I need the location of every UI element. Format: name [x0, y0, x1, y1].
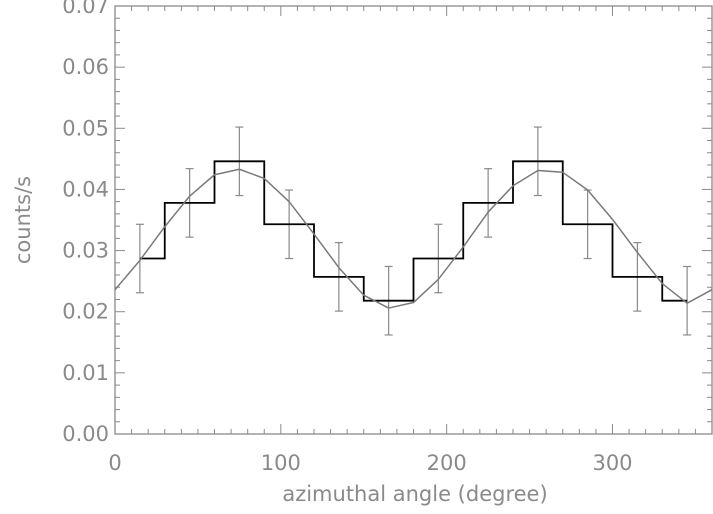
x-tick-label: 200 — [427, 451, 467, 475]
y-tick-label: 0.07 — [62, 0, 109, 18]
axes-frame — [114, 5, 713, 435]
x-tick-label: 300 — [592, 451, 632, 475]
fit-curve-series — [114, 168, 713, 309]
histogram-series — [139, 160, 688, 302]
y-axis-label: counts/s — [11, 176, 35, 264]
x-tick-label: 0 — [108, 451, 121, 475]
y-tick-label: 0.02 — [62, 300, 109, 324]
y-tick-label: 0.05 — [62, 116, 109, 140]
tick-labels: 0.00 0.01 0.02 0.03 0.04 0.05 0.06 0.07 0 100 200 3… — [62, 0, 632, 475]
y-tick-label: 0.00 — [62, 422, 109, 446]
x-axis-label: azimuthal angle (degree) — [282, 482, 547, 506]
error-bars — [135, 126, 692, 336]
y-tick-label: 0.04 — [62, 177, 109, 201]
y-tick-label: 0.03 — [62, 239, 109, 263]
fit-curve-line — [114, 168, 713, 309]
y-tick-label: 0.06 — [62, 55, 109, 79]
tick-marks — [114, 5, 713, 435]
plot-frame — [114, 5, 713, 435]
x-tick-label: 100 — [261, 451, 301, 475]
histogram-step-line — [139, 160, 688, 302]
y-tick-label: 0.01 — [62, 361, 109, 385]
